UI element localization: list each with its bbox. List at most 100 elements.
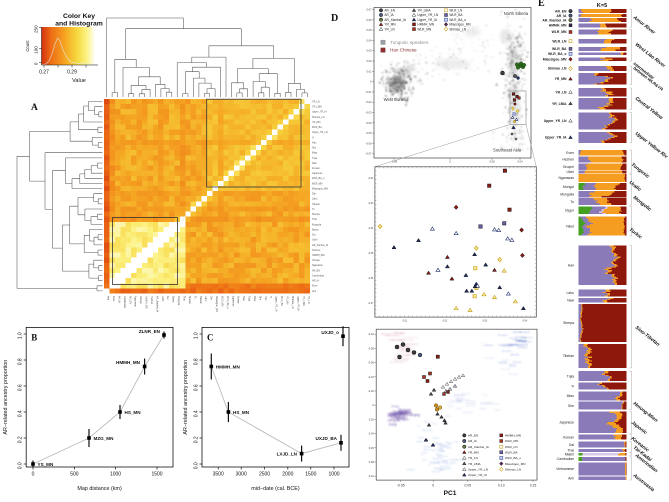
- svg-text:Tu: Tu: [570, 200, 574, 204]
- svg-text:WLR_BA: WLR_BA: [505, 450, 519, 454]
- svg-text:Sui: Sui: [312, 234, 316, 237]
- svg-text:0.6: 0.6: [18, 384, 24, 391]
- svg-text:She: She: [434, 442, 440, 446]
- svg-text:Mulam: Mulam: [424, 445, 434, 449]
- svg-text:Nganasan: Nganasan: [134, 296, 137, 308]
- svg-text:Lahu: Lahu: [312, 198, 318, 201]
- svg-text:C: C: [207, 332, 214, 342]
- svg-text:Yi: Yi: [445, 440, 448, 444]
- svg-text:0.08: 0.08: [489, 160, 495, 164]
- svg-text:Hezhen: Hezhen: [150, 296, 153, 305]
- svg-text:Oroqen: Oroqen: [139, 296, 142, 305]
- svg-text:Even: Even: [312, 285, 318, 288]
- svg-text:Upper_YR_LN: Upper_YR_LN: [544, 119, 567, 123]
- svg-text:AR_EN: AR_EN: [468, 434, 478, 438]
- svg-text:Shimao_LN: Shimao_LN: [291, 296, 294, 309]
- svg-text:HMMH_MN: HMMH_MN: [145, 296, 148, 309]
- svg-text:She: She: [568, 404, 574, 408]
- svg-text:HMMH_MN: HMMH_MN: [505, 434, 521, 438]
- svg-text:Chuanqing: Chuanqing: [405, 413, 421, 417]
- svg-text:AR_Xianbei_IA: AR_Xianbei_IA: [312, 244, 329, 247]
- svg-text:Even: Even: [112, 296, 115, 302]
- svg-text:0.03: 0.03: [483, 320, 488, 323]
- svg-text:Oroqen: Oroqen: [563, 165, 574, 169]
- svg-text:AR_EN: AR_EN: [128, 296, 131, 304]
- svg-text:Chuanqing: Chuanqing: [387, 412, 403, 416]
- svg-text:AR_EN: AR_EN: [312, 269, 320, 272]
- svg-text:Samdzong: Samdzong: [398, 350, 413, 354]
- svg-text:1000: 1000: [110, 472, 121, 478]
- svg-text:Korean: Korean: [455, 392, 465, 396]
- svg-text:LXJD_LN: LXJD_LN: [277, 452, 298, 457]
- svg-text:0: 0: [372, 403, 374, 407]
- svg-text:500: 500: [70, 472, 79, 478]
- svg-text:Barna: Barna: [172, 296, 175, 303]
- svg-text:Mebrak: Mebrak: [405, 353, 416, 357]
- svg-text:0.6: 0.6: [194, 384, 200, 391]
- svg-text:1000: 1000: [328, 472, 339, 478]
- svg-text:Ulchi: Ulchi: [312, 239, 318, 242]
- svg-text:Daur: Daur: [456, 407, 463, 411]
- svg-text:Shamanka: Shamanka: [391, 338, 406, 342]
- svg-text:Tu: Tu: [312, 208, 315, 211]
- svg-text:Yi: Yi: [428, 463, 431, 467]
- svg-text:YR_LBIA: YR_LBIA: [468, 462, 482, 466]
- svg-text:Chokhopani: Chokhopani: [395, 353, 411, 357]
- svg-text:-0.05: -0.05: [366, 131, 372, 135]
- svg-text:WLR_MN: WLR_MN: [552, 30, 567, 34]
- svg-text:Lahu: Lahu: [204, 296, 207, 302]
- svg-text:-0.04: -0.04: [366, 121, 372, 125]
- svg-text:North Siberia: North Siberia: [504, 11, 529, 16]
- svg-text:Sherpa: Sherpa: [188, 296, 191, 304]
- svg-text:Japanese: Japanese: [312, 172, 323, 175]
- svg-text:WLR_LN: WLR_LN: [449, 9, 463, 13]
- svg-text:Udegey: Udegey: [518, 345, 529, 349]
- svg-text:Ami: Ami: [568, 477, 574, 481]
- svg-text:Korean: Korean: [312, 167, 320, 170]
- svg-text:AR_Xianbei_IA: AR_Xianbei_IA: [542, 18, 567, 22]
- svg-text:Daur: Daur: [480, 407, 487, 411]
- svg-text:MZG_MN: MZG_MN: [94, 436, 115, 441]
- svg-text:Mongol: Mongol: [466, 403, 476, 407]
- svg-text:0.02: 0.02: [443, 320, 448, 323]
- svg-text:-0.06: -0.06: [368, 277, 374, 280]
- svg-text:Ulchi: Ulchi: [161, 296, 164, 302]
- svg-text:AR_IA: AR_IA: [556, 14, 567, 18]
- svg-text:Southeast Asia: Southeast Asia: [493, 148, 522, 153]
- svg-text:Tibetan: Tibetan: [563, 354, 574, 358]
- svg-text:Han: Han: [432, 421, 438, 425]
- svg-text:YR_MN: YR_MN: [468, 450, 479, 454]
- svg-text:Nanai: Nanai: [509, 336, 517, 340]
- svg-text:Miaozigou_MN: Miaozigou_MN: [215, 296, 218, 312]
- svg-text:Mongola: Mongola: [388, 419, 400, 423]
- svg-text:mid−date (cal. BCE): mid−date (cal. BCE): [251, 486, 300, 492]
- svg-text:Dai: Dai: [424, 419, 429, 423]
- svg-text:AR_Xianbei_IA: AR_Xianbei_IA: [468, 445, 490, 449]
- svg-text:B: B: [31, 332, 37, 342]
- svg-text:-0.06: -0.06: [368, 361, 374, 365]
- svg-text:Dong: Dong: [390, 416, 398, 420]
- svg-text:D: D: [331, 13, 338, 24]
- svg-text:She: She: [440, 449, 446, 453]
- svg-text:Mongola: Mongola: [397, 418, 409, 422]
- svg-text:Thai: Thai: [183, 296, 186, 301]
- svg-text:Dai: Dai: [312, 193, 316, 196]
- svg-text:Hezhen: Hezhen: [501, 349, 512, 353]
- svg-text:1500: 1500: [305, 472, 316, 478]
- svg-text:Uygur: Uygur: [565, 209, 575, 213]
- svg-text:0: 0: [449, 160, 451, 164]
- svg-text:Mulam: Mulam: [439, 444, 449, 448]
- svg-text:Upper_YR_LN: Upper_YR_LN: [468, 467, 488, 471]
- svg-text:YR_MN: YR_MN: [312, 121, 321, 124]
- svg-text:Tibetan: Tibetan: [312, 203, 321, 206]
- svg-text:0.06: 0.06: [366, 18, 372, 22]
- svg-text:YR_LBIA: YR_LBIA: [552, 102, 567, 106]
- svg-text:She: She: [258, 296, 261, 301]
- svg-text:WLR_BA_o: WLR_BA_o: [505, 456, 521, 460]
- svg-text:Xiongnu: Xiongnu: [394, 330, 405, 334]
- svg-text:HS_MN: HS_MN: [233, 410, 250, 415]
- svg-text:Tujia: Tujia: [436, 442, 443, 446]
- svg-text:Nanai: Nanai: [513, 338, 521, 342]
- svg-text:Tuvinian: Tuvinian: [465, 401, 477, 405]
- svg-text:Dong: Dong: [394, 411, 402, 415]
